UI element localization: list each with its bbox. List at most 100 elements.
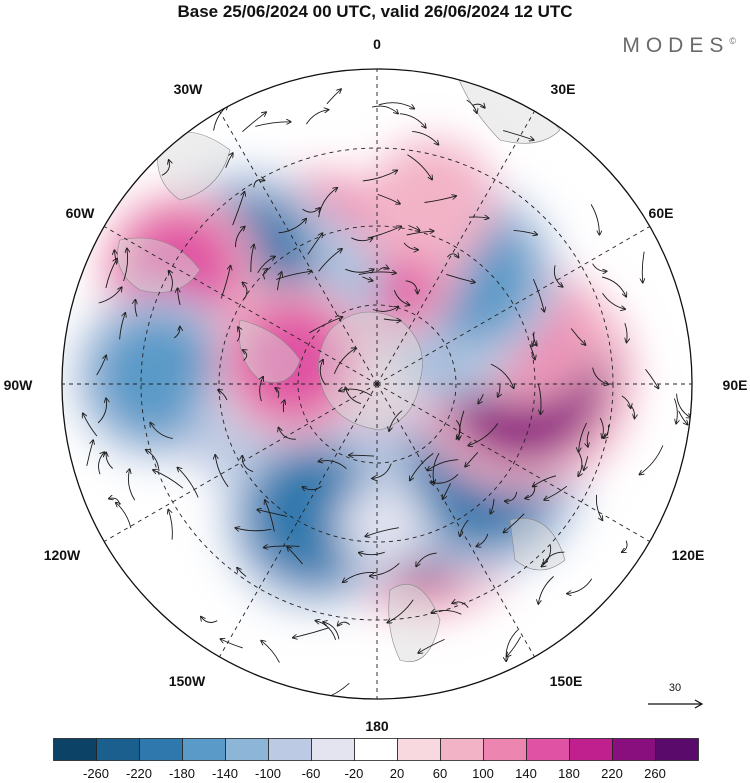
streamline — [372, 463, 392, 479]
streamline — [465, 451, 479, 466]
streamline — [275, 388, 279, 398]
streamline — [595, 494, 602, 521]
streamline — [371, 105, 398, 114]
streamline — [251, 245, 254, 273]
longitude-label: 0 — [373, 36, 381, 52]
streamline — [407, 154, 432, 180]
map-title: Base 25/06/2024 00 UTC, valid 26/06/2024… — [177, 2, 573, 21]
streamline — [362, 276, 372, 281]
streamline — [277, 272, 282, 291]
streamline — [468, 217, 489, 218]
streamline — [235, 227, 244, 248]
anomaly-blob — [384, 155, 481, 252]
streamline — [318, 188, 338, 218]
streamline — [579, 422, 587, 452]
streamline — [490, 363, 514, 388]
streamline — [178, 288, 181, 306]
colorbar-swatch — [440, 738, 484, 761]
streamline — [538, 383, 541, 414]
streamline — [146, 450, 160, 472]
streamline — [506, 629, 519, 662]
streamline — [544, 485, 568, 500]
streamline — [242, 456, 254, 473]
streamline — [472, 104, 485, 108]
streamline — [406, 231, 434, 236]
colorbar-swatch — [139, 738, 183, 761]
map-boundary — [61, 68, 693, 700]
streamline — [319, 461, 347, 470]
anomaly-blob — [93, 313, 220, 440]
streamline — [237, 568, 247, 577]
streamline — [201, 617, 218, 623]
streamline — [377, 268, 388, 272]
right-arrow-icon — [648, 699, 704, 709]
streamline — [215, 455, 229, 488]
colorbar-swatch — [526, 738, 570, 761]
brand-logo: MODES© — [622, 34, 736, 58]
streamline — [430, 473, 459, 483]
streamline — [389, 410, 403, 431]
longitude-label: 90W — [3, 377, 33, 393]
streamline — [466, 99, 477, 113]
streamline — [116, 503, 132, 529]
anomaly-blob — [234, 302, 353, 421]
colorbar-swatch — [311, 738, 355, 761]
streamline — [316, 621, 337, 640]
graticule — [62, 69, 692, 699]
streamline — [97, 398, 106, 424]
streamline — [507, 636, 522, 657]
streamline — [302, 485, 322, 490]
longitude-label: 180 — [365, 718, 389, 734]
longitude-label: 60E — [648, 205, 674, 221]
colorbar-tick-label: 100 — [472, 766, 494, 781]
streamline — [478, 394, 484, 403]
streamline — [418, 638, 445, 653]
streamline — [333, 348, 356, 375]
streamline — [372, 307, 398, 312]
streamline — [257, 510, 288, 517]
streamline — [621, 395, 631, 408]
streamline — [452, 602, 469, 608]
streamline — [601, 276, 626, 297]
streamline — [105, 259, 117, 289]
colorbar-tick-label: 20 — [389, 766, 405, 781]
streamline — [243, 350, 247, 361]
streamline — [345, 269, 374, 272]
streamline — [358, 272, 396, 275]
streamline — [387, 599, 414, 623]
streamline — [456, 420, 460, 439]
streamline — [98, 452, 105, 475]
streamline — [513, 229, 538, 234]
streamline — [399, 113, 426, 128]
longitude-label: 120E — [671, 547, 705, 563]
streamline — [460, 519, 469, 536]
streamline — [502, 130, 534, 140]
streamline — [587, 431, 589, 447]
streamline — [498, 384, 500, 397]
streamline — [320, 360, 326, 386]
streamline — [278, 219, 307, 234]
streamline — [590, 204, 599, 234]
streamline — [261, 641, 280, 663]
streamline — [602, 293, 626, 309]
streamline — [161, 160, 170, 176]
colorbar-tick-label: -220 — [125, 766, 153, 781]
reference-vector: 30 — [640, 682, 710, 716]
streamline — [283, 400, 284, 413]
streamline — [443, 483, 452, 499]
streamline — [505, 492, 518, 501]
streamline — [225, 153, 233, 168]
streamline — [326, 89, 341, 105]
colorbar-tick-label: -260 — [82, 766, 110, 781]
streamline — [242, 112, 266, 133]
colorbar-tick-label: 260 — [644, 766, 666, 781]
streamline — [257, 257, 275, 274]
streamline — [236, 327, 240, 342]
longitude-label: 60W — [65, 205, 95, 221]
streamline — [370, 562, 400, 576]
colorbar-tick-label: -100 — [254, 766, 282, 781]
streamline — [123, 249, 128, 282]
colorbar-swatch — [225, 738, 269, 761]
streamline — [318, 249, 342, 272]
